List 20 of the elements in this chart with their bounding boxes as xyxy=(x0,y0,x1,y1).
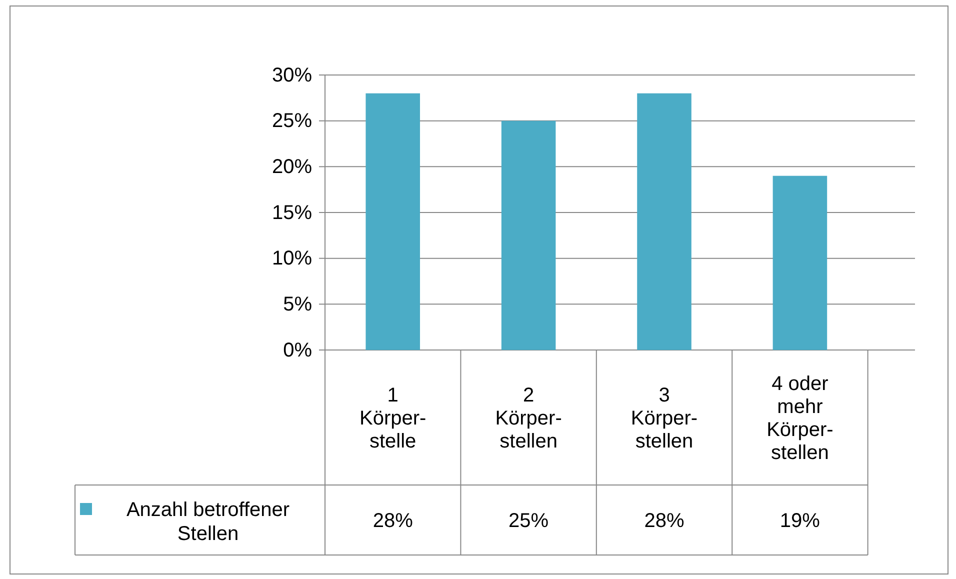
data-label: 28% xyxy=(372,510,414,532)
x-tick-label: 3 Körper-stellen xyxy=(630,384,698,452)
y-tick-label: 30% xyxy=(272,64,312,86)
y-tick-label: 10% xyxy=(272,248,312,270)
y-tick-label: 0% xyxy=(283,339,312,362)
data-label: 25% xyxy=(508,510,549,532)
data-label: 28% xyxy=(644,510,684,532)
y-tick-label: 5% xyxy=(283,294,312,316)
x-tick-label: 2 Körper-stellen xyxy=(495,384,562,452)
y-tick-label: 15% xyxy=(272,202,312,224)
bar xyxy=(501,120,556,350)
x-tick-label: 4 oder mehr Körper-stellen xyxy=(766,373,834,464)
bar xyxy=(772,176,828,350)
data-label: 19% xyxy=(780,510,820,532)
y-tick-label: 20% xyxy=(272,156,312,178)
bar xyxy=(637,93,692,350)
bar xyxy=(366,93,420,350)
x-tick-label: 1 Körper-stelle xyxy=(360,384,426,452)
y-tick-label: 25% xyxy=(272,110,312,132)
legend-label: Anzahl betroffener Stellen xyxy=(126,499,290,545)
